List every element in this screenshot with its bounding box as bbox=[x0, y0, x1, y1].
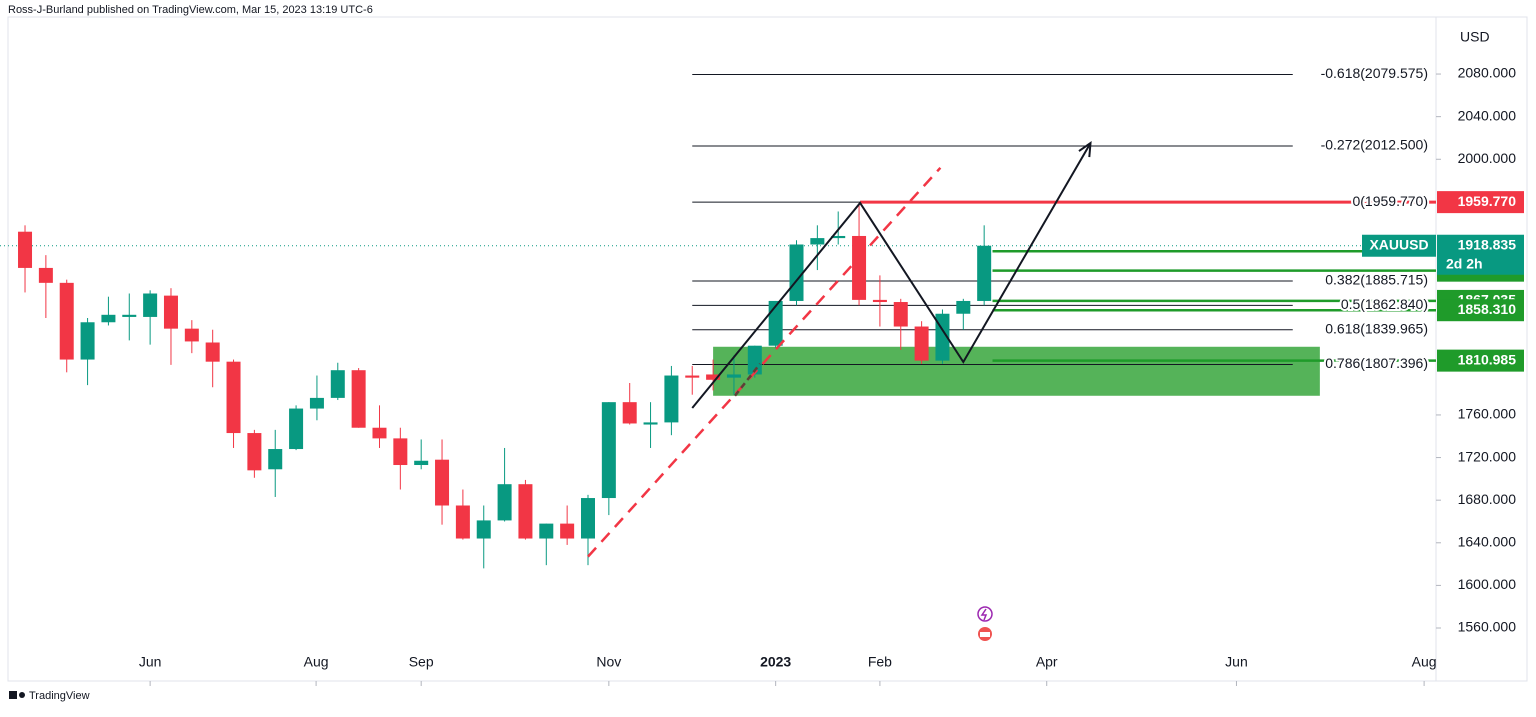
symbol-badge bbox=[1362, 234, 1436, 257]
y-tick-label: 1760.000 bbox=[1458, 406, 1517, 422]
last-price-badge bbox=[1437, 234, 1524, 275]
x-tick-label: Nov bbox=[596, 654, 621, 670]
y-tick-label: 1560.000 bbox=[1458, 619, 1517, 635]
candle-body bbox=[435, 459, 450, 506]
candle-body bbox=[768, 300, 783, 346]
x-tick-label: Feb bbox=[868, 654, 892, 670]
fib-label: 0(1959.770) bbox=[1352, 193, 1428, 209]
candle-body bbox=[393, 438, 408, 466]
y-tick-label: 1640.000 bbox=[1458, 533, 1517, 549]
candle-body bbox=[143, 293, 158, 317]
candle-body bbox=[289, 408, 304, 450]
candle-body bbox=[309, 397, 324, 409]
frame bbox=[7, 16, 1528, 682]
x-tick-label: Aug bbox=[1412, 654, 1437, 670]
countdown: 2d 2h bbox=[1446, 255, 1483, 271]
y-tick-label: 1680.000 bbox=[1458, 491, 1517, 507]
support-zone bbox=[713, 346, 1320, 396]
x-tick-label: Jun bbox=[139, 654, 162, 670]
symbol-label: XAUUSD bbox=[1369, 236, 1428, 252]
trend-line bbox=[734, 363, 761, 397]
fib-label: 0.786(1807.396) bbox=[1325, 355, 1428, 371]
candle-body bbox=[101, 314, 116, 323]
candle-body bbox=[622, 402, 637, 424]
y-tick-label: 2040.000 bbox=[1458, 107, 1517, 123]
candle-body bbox=[247, 433, 262, 471]
x-tick-label: Apr bbox=[1036, 654, 1058, 670]
candle-body bbox=[80, 322, 95, 360]
plot bbox=[0, 73, 1436, 569]
candle-body bbox=[18, 231, 33, 268]
projection bbox=[691, 142, 1092, 409]
candle-body bbox=[476, 520, 491, 539]
header: Ross-J-Burland published on TradingView.… bbox=[8, 4, 373, 16]
candle-body bbox=[497, 484, 512, 521]
candle-body bbox=[163, 295, 178, 329]
candle-body bbox=[59, 282, 74, 360]
price-badge bbox=[1437, 191, 1524, 214]
candle-body bbox=[580, 498, 595, 539]
candle-body bbox=[601, 402, 616, 499]
x-tick-label: Jun bbox=[1225, 654, 1248, 670]
candle-body bbox=[372, 427, 387, 439]
x-tick-label: 2023 bbox=[760, 654, 791, 670]
brand-logo bbox=[9, 691, 25, 699]
price-badge-label: 1959.770 bbox=[1458, 193, 1517, 209]
y-tick-label: 1600.000 bbox=[1458, 576, 1517, 592]
brand: TradingView bbox=[29, 690, 90, 702]
price-badge-label: 1858.310 bbox=[1458, 301, 1517, 317]
candle-body bbox=[351, 370, 366, 428]
candle-body bbox=[872, 299, 887, 303]
arrow-head bbox=[1078, 141, 1092, 158]
candle-body bbox=[38, 267, 53, 283]
y-tick-label: 1720.000 bbox=[1458, 448, 1517, 464]
fib-label: -0.618(2079.575) bbox=[1321, 65, 1428, 81]
fib-label: 0.382(1885.715) bbox=[1325, 272, 1428, 288]
candle-body bbox=[560, 523, 575, 539]
candle-body bbox=[184, 328, 199, 342]
candle-body bbox=[539, 523, 554, 539]
candle-body bbox=[831, 235, 846, 239]
candle-body bbox=[914, 326, 929, 361]
candle-body bbox=[852, 235, 867, 300]
fib-label: 0.618(1839.965) bbox=[1325, 320, 1428, 336]
candle-body bbox=[122, 314, 137, 317]
candle-body bbox=[330, 370, 345, 398]
candle-body bbox=[893, 302, 908, 327]
icons bbox=[977, 606, 993, 641]
candle-body bbox=[226, 361, 241, 434]
fib-label: -0.272(2012.500) bbox=[1321, 137, 1428, 153]
candle-body bbox=[414, 460, 429, 466]
y-tick-label: 2080.000 bbox=[1458, 65, 1517, 81]
price-badge bbox=[1437, 349, 1524, 372]
candle-body bbox=[685, 375, 700, 378]
y-tick-label: 2000.000 bbox=[1458, 150, 1517, 166]
candle-body bbox=[747, 345, 762, 375]
candle-body bbox=[706, 374, 721, 380]
x-tick-label: Sep bbox=[409, 654, 434, 670]
candle-body bbox=[455, 505, 470, 539]
candle-body bbox=[664, 375, 679, 423]
last-price-label: 1918.835 bbox=[1458, 236, 1517, 252]
trend-line bbox=[587, 166, 942, 558]
fib-label: 0.5(1862.840) bbox=[1341, 296, 1428, 312]
price-badge-label: 1810.985 bbox=[1458, 351, 1517, 367]
currency: USD bbox=[1460, 29, 1490, 45]
x-tick-label: Aug bbox=[304, 654, 329, 670]
candle-body bbox=[518, 484, 533, 539]
candle-body bbox=[726, 374, 741, 378]
candle-body bbox=[643, 422, 658, 425]
candle-body bbox=[810, 238, 825, 245]
candle-body bbox=[205, 342, 220, 362]
candle-body bbox=[268, 449, 283, 470]
price-badge bbox=[1437, 299, 1524, 322]
candle-body bbox=[956, 300, 971, 314]
candle-body bbox=[789, 244, 804, 301]
candle-body bbox=[977, 245, 992, 301]
